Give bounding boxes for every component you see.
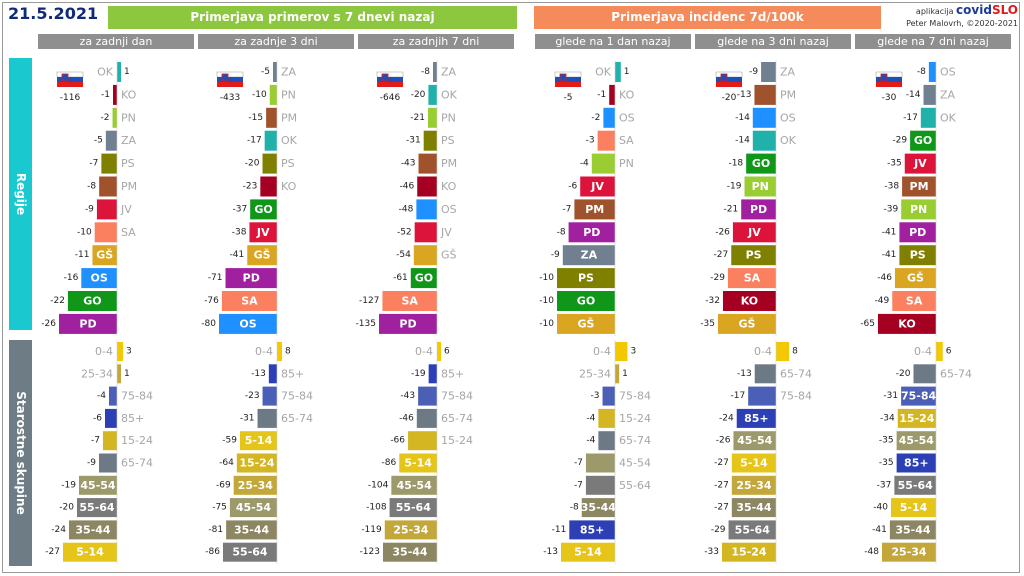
app-name-slo: SLO <box>991 3 1018 17</box>
app-name-covid: covid <box>956 3 992 17</box>
app-prefix: aplikacija <box>915 7 954 16</box>
column-header-6: glede na 7 dni nazaj <box>855 34 1011 49</box>
column-header-2: za zadnje 3 dni <box>198 34 354 49</box>
column-header-5: glede na 3 dni nazaj <box>695 34 851 49</box>
regions-section-label: Regije <box>9 58 32 330</box>
credits: aplikacija covidSLO Peter Malovrh, ©2020… <box>888 4 1018 30</box>
app-name: covidSLO <box>956 3 1018 17</box>
cases-comparison-title: Primerjava primerov s 7 dnevi nazaj <box>108 6 517 29</box>
author: Peter Malovrh, ©2020-2021 <box>906 19 1018 28</box>
age-groups-section-label: Starostne skupine <box>9 340 32 566</box>
column-header-3: za zadnjih 7 dni <box>358 34 514 49</box>
column-header-1: za zadnji dan <box>38 34 194 49</box>
age-groups-label-text: Starostne skupine <box>13 391 28 515</box>
incidence-comparison-title: Primerjava incidenc 7d/100k <box>534 6 881 29</box>
column-header-4: glede na 1 dan nazaj <box>535 34 691 49</box>
regions-label-text: Regije <box>13 172 28 216</box>
report-date: 21.5.2021 <box>8 4 99 23</box>
